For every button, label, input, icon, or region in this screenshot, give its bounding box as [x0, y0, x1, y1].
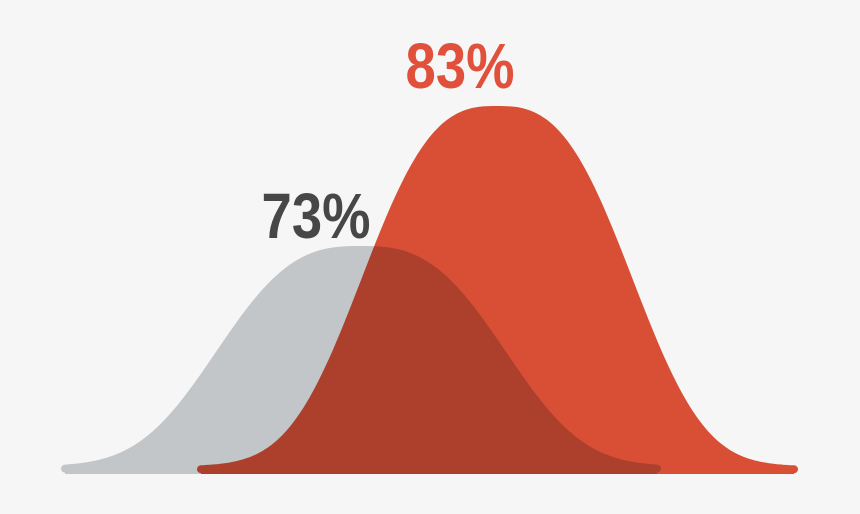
red-distribution-curve — [197, 106, 798, 474]
gray-peak-label: 73% — [261, 180, 371, 252]
red-curve-line — [197, 106, 798, 474]
red-curve-area — [201, 110, 794, 474]
red-peak-label: 83% — [405, 30, 515, 102]
